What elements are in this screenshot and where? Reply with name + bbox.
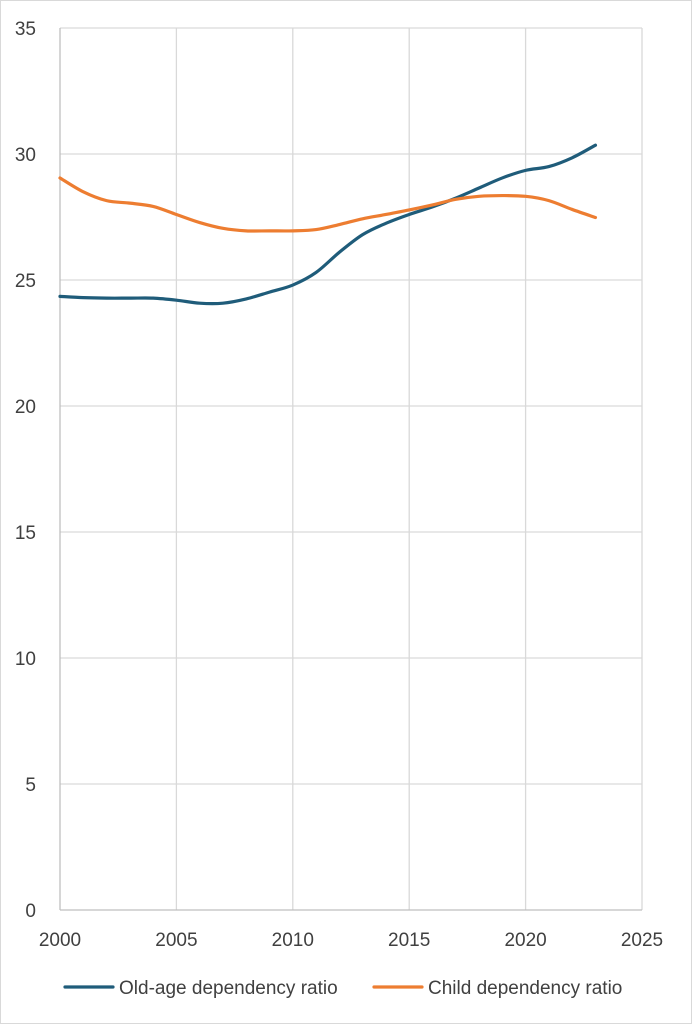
- y-tick-label-30: 30: [15, 145, 36, 166]
- x-tick-labels: 2000 2005 2010 2015 2020 2025: [39, 930, 663, 951]
- y-tick-label-5: 5: [25, 775, 36, 796]
- x-tick-label-2010: 2010: [272, 930, 314, 951]
- x-tick-label-2015: 2015: [388, 930, 430, 951]
- x-tick-label-2025: 2025: [621, 930, 663, 951]
- y-tick-label-20: 20: [15, 397, 36, 418]
- axes: [59, 28, 642, 911]
- series-line-old-age-dependency-ratio: [58, 143, 598, 306]
- y-tick-label-10: 10: [15, 649, 36, 670]
- y-tick-labels: 0 5 10 15 20 25 30 35: [15, 19, 36, 922]
- legend: Old-age dependency ratio Child dependency…: [63, 978, 622, 999]
- y-tick-label-0: 0: [25, 901, 36, 922]
- legend-label-child-dependency-ratio: Child dependency ratio: [428, 978, 622, 999]
- x-tick-label-2020: 2020: [504, 930, 546, 951]
- gridlines: [60, 27, 643, 910]
- y-tick-label-35: 35: [15, 19, 36, 40]
- x-tick-label-2005: 2005: [155, 930, 197, 951]
- series-lines: [58, 143, 598, 306]
- x-tick-label-2000: 2000: [39, 930, 81, 951]
- y-tick-label-25: 25: [15, 271, 36, 292]
- series-line-child-dependency-ratio: [58, 176, 598, 233]
- legend-label-old-age-dependency-ratio: Old-age dependency ratio: [119, 978, 338, 999]
- y-tick-label-15: 15: [15, 523, 36, 544]
